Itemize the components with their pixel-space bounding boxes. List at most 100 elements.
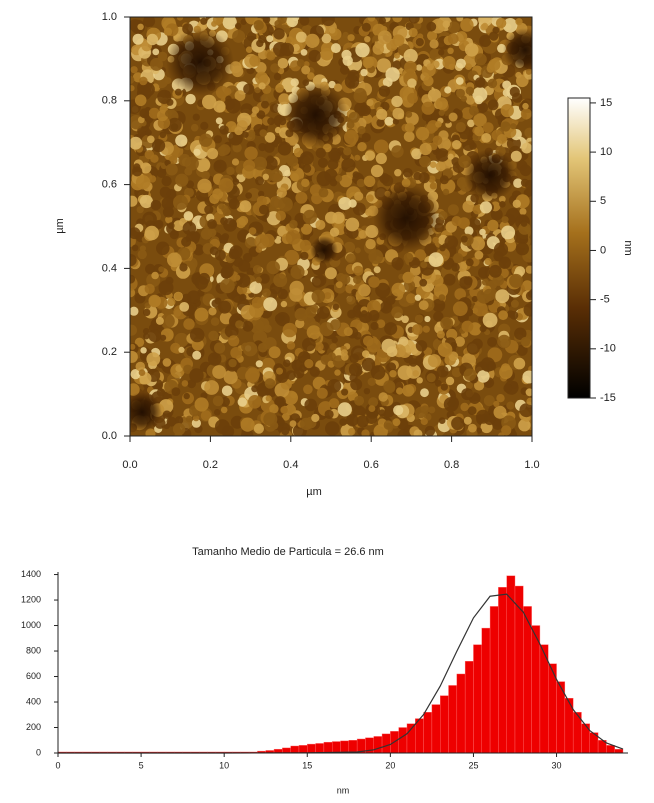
grain xyxy=(418,172,430,184)
grain xyxy=(358,284,371,297)
grain xyxy=(372,43,385,55)
grain xyxy=(210,317,220,326)
grain xyxy=(482,312,498,328)
grain xyxy=(444,86,452,94)
grain xyxy=(442,188,450,196)
grain xyxy=(447,204,459,216)
colorbar-label: nm xyxy=(622,240,634,255)
grain xyxy=(381,174,394,187)
grain xyxy=(473,113,487,127)
grain xyxy=(456,31,468,43)
histogram-bar xyxy=(331,741,341,754)
grain xyxy=(384,116,394,126)
grain xyxy=(145,263,156,275)
grain xyxy=(373,35,380,42)
grain xyxy=(295,31,307,43)
grain xyxy=(447,33,459,45)
grain xyxy=(233,274,241,281)
grain xyxy=(264,378,276,389)
grain xyxy=(408,358,418,367)
grain xyxy=(375,152,387,165)
grain xyxy=(206,148,219,160)
y-tick-label: 1200 xyxy=(21,594,41,604)
grain xyxy=(361,357,376,372)
grain xyxy=(183,318,195,330)
grain xyxy=(525,265,532,274)
grain xyxy=(230,415,244,429)
histogram-bar xyxy=(523,606,532,754)
grain xyxy=(311,275,324,288)
grain xyxy=(465,258,474,267)
grain xyxy=(376,319,386,329)
y-tick-label: 1400 xyxy=(21,569,41,579)
grain xyxy=(235,320,244,329)
grain xyxy=(130,66,138,74)
grain xyxy=(261,357,276,372)
grain xyxy=(488,58,501,71)
grain xyxy=(226,166,235,176)
grain xyxy=(239,293,247,301)
grain xyxy=(416,377,423,384)
grain xyxy=(438,294,446,301)
grain xyxy=(214,342,226,354)
histogram-bar xyxy=(398,727,408,754)
grain xyxy=(202,94,217,110)
grain xyxy=(402,384,415,397)
grain xyxy=(496,394,505,403)
grain xyxy=(193,148,201,156)
grain xyxy=(156,388,166,397)
grain xyxy=(343,327,353,337)
grain xyxy=(438,49,445,56)
grain xyxy=(465,95,476,105)
grain xyxy=(152,139,166,153)
grain xyxy=(231,158,240,166)
grain xyxy=(223,218,238,232)
grain xyxy=(158,266,165,273)
grain xyxy=(427,30,438,41)
grain xyxy=(213,100,226,113)
grain xyxy=(348,111,360,123)
grain xyxy=(330,151,341,162)
grain xyxy=(211,299,220,308)
x-tick-label: 5 xyxy=(139,760,144,770)
grain xyxy=(228,198,240,210)
grain xyxy=(240,103,254,116)
grain xyxy=(342,55,353,66)
grain xyxy=(130,136,143,150)
histogram-title: Tamanho Medio de Particula = 26.6 nm xyxy=(192,546,384,558)
grain xyxy=(156,241,170,256)
grain xyxy=(274,396,286,408)
grain xyxy=(258,35,267,44)
grain xyxy=(463,368,477,382)
grain xyxy=(176,17,184,21)
grain xyxy=(420,417,428,426)
grain xyxy=(419,155,431,168)
grain xyxy=(332,303,340,311)
grain xyxy=(254,234,270,249)
grain xyxy=(428,406,436,414)
grain xyxy=(392,17,403,23)
grain xyxy=(433,311,444,322)
grain xyxy=(215,419,230,434)
grain xyxy=(281,427,290,436)
grain xyxy=(521,142,532,154)
grain xyxy=(392,34,405,47)
grain xyxy=(396,387,404,395)
grain xyxy=(456,58,466,69)
grain xyxy=(481,133,492,143)
grain xyxy=(513,178,523,188)
grain xyxy=(391,282,406,297)
grain xyxy=(151,271,159,280)
grain xyxy=(331,336,338,344)
grain xyxy=(289,280,304,296)
grain xyxy=(370,321,379,331)
grain xyxy=(501,425,512,436)
grain xyxy=(345,217,360,232)
grain xyxy=(228,358,237,368)
grain xyxy=(376,58,391,73)
grain xyxy=(456,261,468,272)
histogram-x-label: nm xyxy=(337,785,350,795)
grain xyxy=(362,350,370,358)
grain xyxy=(358,230,368,239)
grain xyxy=(506,401,515,410)
